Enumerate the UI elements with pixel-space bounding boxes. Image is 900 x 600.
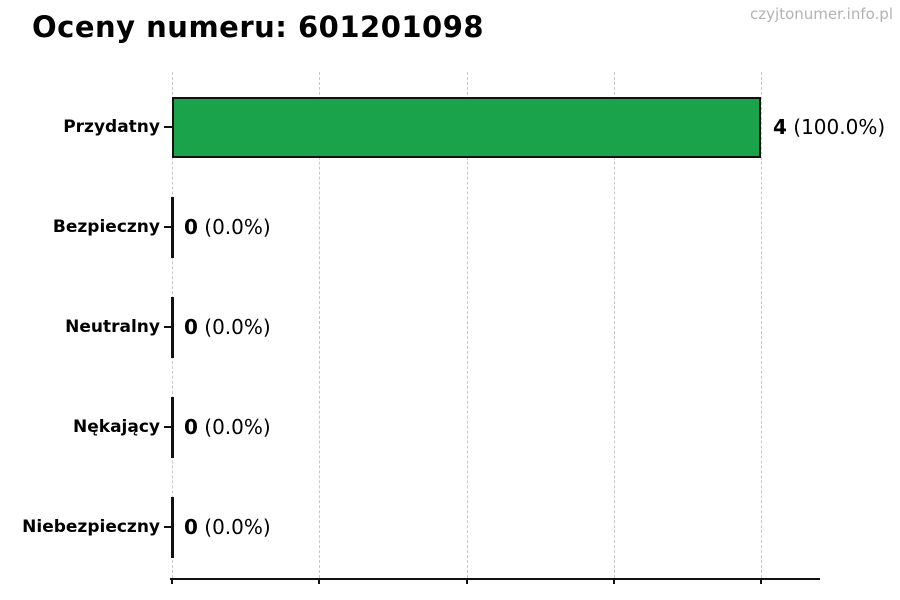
x-axis-tick-3 [612, 578, 615, 584]
value-count-3: 0 [184, 315, 198, 339]
y-axis-tick-2 [164, 226, 172, 228]
category-label-3: Neutralny [65, 317, 160, 337]
category-label-2: Bezpieczny [52, 217, 160, 237]
value-percent-1: (100.0%) [793, 115, 886, 139]
value-label-4: 0 (0.0%) [184, 414, 271, 440]
x-axis-tick-2 [465, 578, 468, 584]
value-label-1: 4 (100.0%) [773, 114, 885, 140]
y-axis-tick-4 [164, 426, 172, 428]
bar-przydatny [172, 96, 761, 158]
y-axis-tick-3 [164, 326, 172, 328]
value-percent-5: (0.0%) [204, 515, 271, 539]
bar-niebezpieczny-zero [171, 496, 174, 558]
x-axis-tick-4 [760, 578, 762, 584]
y-axis-tick-1 [164, 126, 172, 128]
value-count-4: 0 [184, 415, 198, 439]
y-axis-tick-5 [164, 526, 172, 528]
x-axis-tick-1 [318, 578, 321, 584]
category-label-4: Nękający [73, 417, 160, 437]
value-count-5: 0 [184, 515, 198, 539]
value-percent-4: (0.0%) [204, 415, 271, 439]
gridline-x3 [613, 72, 615, 578]
x-axis-tick-0 [171, 578, 173, 584]
plot-area [170, 72, 820, 580]
value-count-2: 0 [184, 215, 198, 239]
value-percent-2: (0.0%) [204, 215, 271, 239]
value-count-1: 4 [773, 115, 787, 139]
value-label-5: 0 (0.0%) [184, 514, 271, 540]
watermark-site-label: czyjtonumer.info.pl [750, 5, 893, 23]
bar-bezpieczny-zero [171, 196, 174, 258]
gridline-x1 [319, 72, 321, 578]
category-label-1: Przydatny [63, 117, 160, 137]
chart-title: Oceny numeru: 601201098 [32, 10, 485, 44]
value-percent-3: (0.0%) [204, 315, 271, 339]
bar-neutralny-zero [171, 296, 174, 358]
bar-nękający-zero [171, 396, 174, 458]
gridline-x4 [761, 72, 762, 578]
category-label-5: Niebezpieczny [22, 517, 160, 537]
value-label-3: 0 (0.0%) [184, 314, 271, 340]
value-label-2: 0 (0.0%) [184, 214, 271, 240]
gridline-x2 [466, 72, 468, 578]
